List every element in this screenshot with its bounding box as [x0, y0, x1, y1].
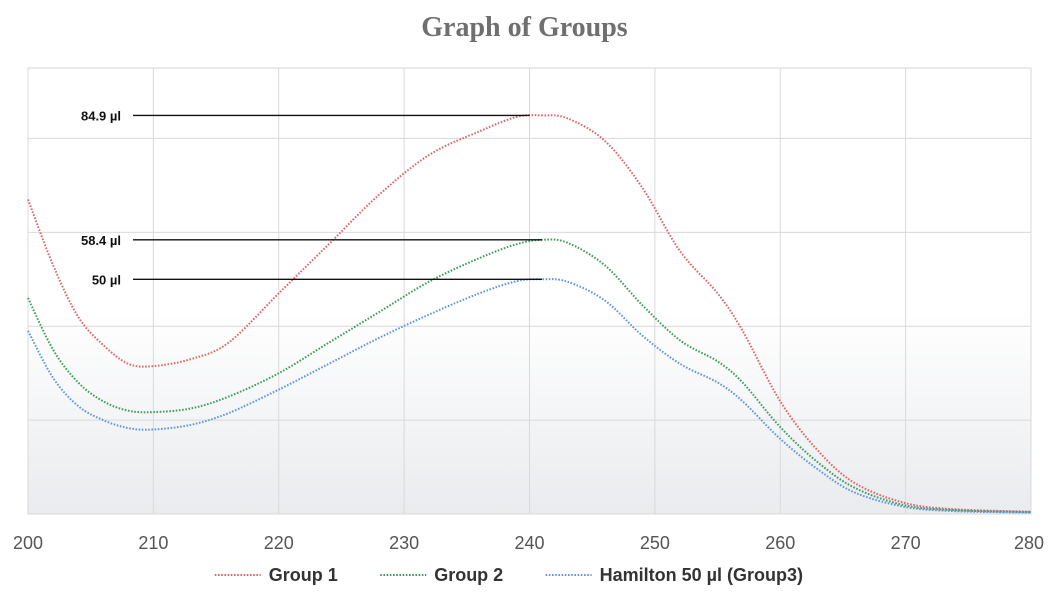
- x-tick-label: 280: [1014, 533, 1044, 553]
- chart-title: Graph of Groups: [421, 12, 628, 43]
- x-tick-label: 230: [389, 533, 419, 553]
- annotation-label: 50 µl: [92, 272, 121, 287]
- x-tick-label: 240: [514, 533, 544, 553]
- series-line-3: [27, 278, 1032, 514]
- annotation-label: 84.9 µl: [81, 108, 121, 123]
- x-tick-label: 210: [138, 533, 168, 553]
- x-tick-label: 250: [640, 533, 670, 553]
- legend-item-label: Hamilton 50 µl (Group3): [600, 565, 803, 585]
- legend-item-label: Group 1: [269, 565, 338, 585]
- x-tick-label: 200: [13, 533, 43, 553]
- annotation-label: 58.4 µl: [81, 233, 121, 248]
- series-line-1: [27, 114, 1032, 513]
- x-tick-label: 260: [765, 533, 795, 553]
- x-tick-label: 220: [264, 533, 294, 553]
- legend-item-label: Group 2: [434, 565, 503, 585]
- series-line-2: [27, 238, 1032, 514]
- x-tick-label: 270: [891, 533, 921, 553]
